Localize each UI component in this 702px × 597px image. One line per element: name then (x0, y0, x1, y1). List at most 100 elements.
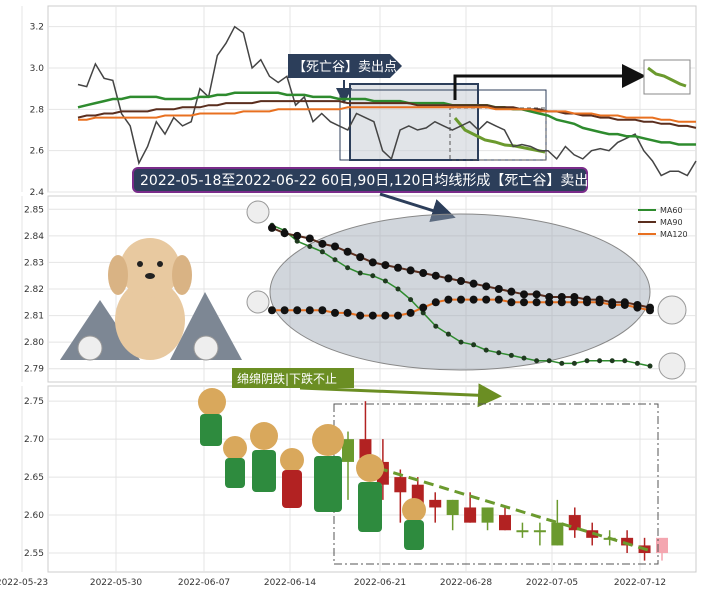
ma-point (445, 331, 451, 337)
ma-point (532, 290, 541, 299)
ma-point (433, 323, 439, 329)
highlight-ellipse (269, 213, 651, 371)
dog-mascot-body (225, 458, 245, 488)
candle-body (481, 507, 494, 523)
candle-body (621, 537, 634, 546)
ma-point (597, 358, 603, 364)
candle-body (394, 477, 407, 493)
legend-label: MA120 (660, 230, 688, 239)
x-tick-label: 2022-05-30 (90, 578, 143, 588)
y-tick-label: 2.60 (24, 511, 44, 521)
ma-point (345, 265, 351, 271)
y-tick-label: 2.79 (24, 365, 44, 375)
ma-point (368, 311, 377, 320)
ma-point (646, 306, 654, 315)
ma-point (469, 295, 478, 304)
ma-point (521, 355, 527, 361)
ma-point (584, 358, 590, 364)
mascot-illustration (60, 200, 687, 380)
ma-point (419, 303, 428, 312)
ma-point (343, 247, 352, 256)
dog-mascots (198, 388, 426, 550)
y-tick-label: 2.70 (24, 435, 44, 445)
ma-point (395, 286, 401, 292)
decline-tag: 绵绵阴跌|下跌不止 (232, 368, 502, 408)
ma-point (293, 306, 302, 315)
ma-point (534, 358, 540, 364)
top-series-line (78, 106, 696, 123)
ma-point (268, 223, 276, 232)
ma-point (571, 360, 577, 366)
dog-mascot-body (252, 450, 276, 492)
ma-point (408, 297, 414, 303)
mountain-right (170, 292, 242, 360)
caption-pointer (379, 192, 456, 223)
candle-body (551, 522, 564, 546)
caption-box (132, 167, 588, 193)
x-tick-label: 2022-06-14 (264, 578, 317, 588)
ma-point (368, 258, 377, 267)
dog-mascot-body (404, 520, 424, 550)
ma-point (305, 306, 314, 315)
candle-body (429, 499, 442, 508)
ma-point (608, 300, 617, 309)
ma-point (444, 274, 453, 283)
dog-mascot-body (282, 470, 302, 508)
ma-point (268, 306, 276, 315)
skull-icon (246, 290, 270, 314)
y-tick-label: 3.2 (30, 23, 44, 33)
ma-point (356, 253, 365, 262)
ma-point (546, 358, 552, 364)
x-tick-label: 2022-06-07 (178, 578, 230, 588)
ma-point (622, 358, 628, 364)
ma-point (532, 298, 541, 307)
y-tick-label: 2.55 (24, 549, 44, 559)
dog-eye-left (137, 261, 143, 267)
skull-icon (658, 352, 686, 380)
dog-ear-left (108, 255, 128, 295)
dog-mascot (402, 498, 426, 522)
ma-point (294, 238, 300, 244)
legend-label: MA60 (660, 206, 683, 215)
ma-point (406, 308, 415, 317)
ma-point (482, 282, 491, 291)
legend-label: MA90 (660, 218, 683, 227)
ma-point (494, 285, 503, 293)
ma-point (559, 360, 565, 366)
y-tick-label: 2.75 (24, 397, 44, 407)
dog-body (115, 280, 185, 360)
decline-tag-pointer (299, 383, 502, 408)
ma-point (570, 298, 579, 307)
ma-point (293, 231, 302, 240)
ma-point (382, 278, 388, 284)
pointer-line (453, 64, 646, 100)
ma-point (305, 234, 314, 243)
ma-point (431, 271, 440, 280)
ma-point (609, 358, 615, 364)
ma-point (280, 306, 289, 315)
ma-point (557, 298, 566, 307)
ma-point (494, 295, 503, 304)
top-series-line (77, 25, 697, 177)
skull-icon (657, 295, 687, 325)
zoom-box-right (449, 107, 547, 161)
x-tick-label: 2022-07-12 (614, 578, 666, 588)
candle-body (446, 499, 459, 516)
x-axis: 2022-05-23 2022-05-30 2022-06-07 2022-06-14… (0, 578, 666, 588)
y-tick-label: 2.81 (24, 312, 44, 322)
dog-head (120, 238, 180, 298)
dog-mascot-body (200, 414, 222, 446)
y-tick-label: 2.82 (24, 285, 44, 295)
decline-tag-label: 绵绵阴跌|下跌不止 (237, 371, 337, 386)
candle-body (342, 439, 354, 462)
ma-point (431, 298, 440, 307)
skull-icon (77, 335, 103, 361)
dog-mascot (356, 454, 384, 482)
y-tick-label: 2.65 (24, 473, 44, 483)
y-tick-label: 2.83 (24, 258, 44, 268)
ma-point (394, 311, 402, 320)
ma-point (332, 257, 338, 263)
dog-mascot (250, 422, 278, 450)
